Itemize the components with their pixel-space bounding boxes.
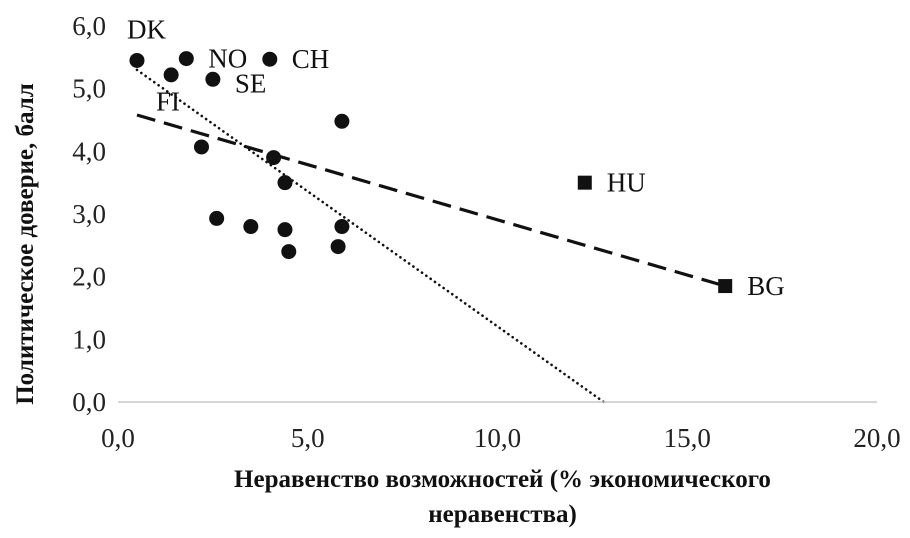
data-point [266, 150, 282, 166]
data-point [277, 175, 293, 191]
data-point [334, 113, 350, 129]
point-label-dk: DK [127, 14, 166, 44]
x-axis-title-line2: неравенства) [428, 501, 577, 528]
y-tick-label: 0,0 [72, 387, 106, 417]
data-point [209, 210, 225, 226]
x-tick-label: 20,0 [853, 423, 900, 453]
point-label-hu: HU [607, 168, 646, 198]
data-point [330, 239, 346, 255]
y-tick-label: 6,0 [72, 11, 106, 41]
x-tick-label: 0,0 [101, 423, 135, 453]
y-tick-label: 2,0 [72, 262, 106, 292]
data-point [129, 52, 145, 68]
trendline-dotted [135, 68, 606, 404]
data-point [262, 51, 278, 67]
y-tick-label: 3,0 [72, 199, 106, 229]
point-label-ch: CH [292, 44, 330, 74]
data-point [205, 71, 221, 87]
x-tick-label: 10,0 [474, 423, 521, 453]
y-tick-label: 4,0 [72, 136, 106, 166]
data-point [178, 51, 194, 67]
data-point [281, 244, 297, 260]
trendlines [135, 68, 726, 404]
y-axis-title: Политическое доверие, балл [12, 83, 39, 405]
y-tick-label: 1,0 [72, 324, 106, 354]
y-tick-label: 5,0 [72, 74, 106, 104]
data-point [243, 219, 259, 235]
data-point-square [718, 279, 733, 294]
data-point [334, 219, 350, 235]
point-label-se: SE [235, 68, 267, 98]
point-label-bg: BG [747, 271, 785, 301]
trendline-dashed [136, 113, 726, 288]
x-tick-label: 15,0 [664, 423, 711, 453]
x-axis-title-line1: Неравенство возможностей (% экономическо… [234, 466, 771, 493]
data-points [129, 51, 733, 294]
x-tick-label: 5,0 [291, 423, 325, 453]
data-point [163, 67, 179, 83]
data-point [193, 139, 209, 155]
tick-labels: 0,0 5,0 10,0 15,0 20,0 0,0 1,0 2,0 3,0 4,0 5,0 6,0 [72, 11, 900, 453]
data-point-square [577, 175, 592, 190]
point-label-fi: FI [156, 87, 180, 117]
data-point [277, 222, 293, 238]
point-label-no: NO [208, 44, 247, 74]
